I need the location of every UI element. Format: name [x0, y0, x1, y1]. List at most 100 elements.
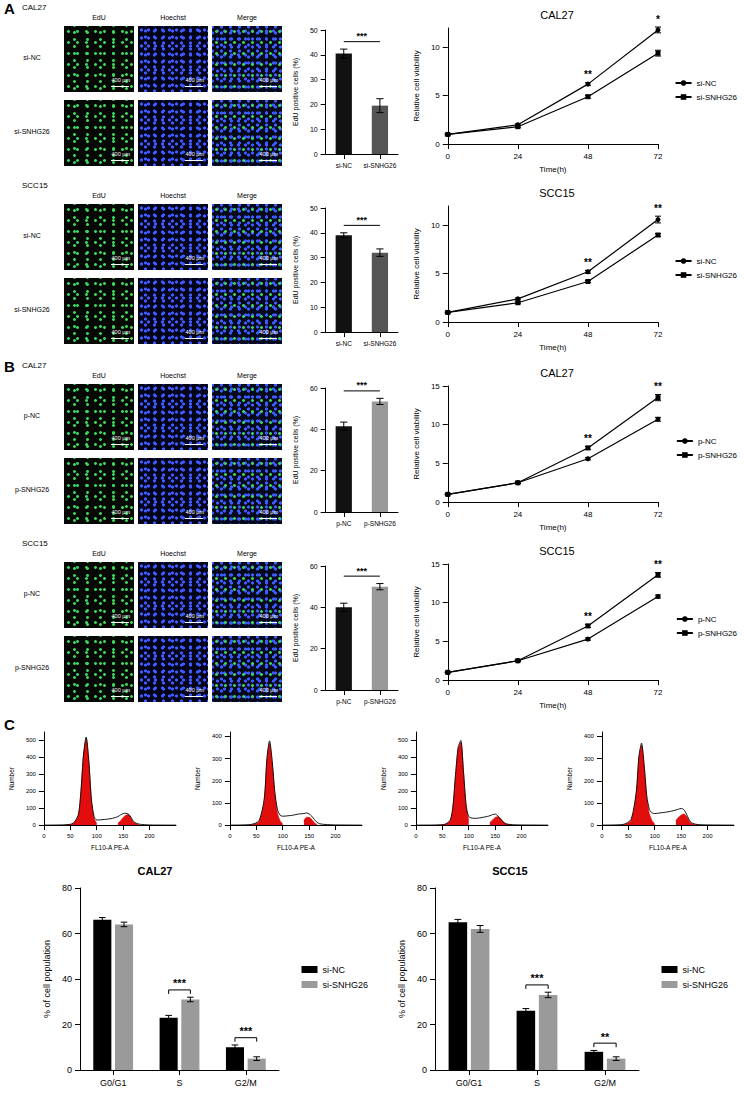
- svg-text:150: 150: [118, 833, 129, 839]
- svg-text:p-SNHG26: p-SNHG26: [364, 698, 396, 706]
- svg-text:***: ***: [357, 566, 368, 576]
- svg-text:10: 10: [431, 420, 440, 429]
- svg-text:si-SNHG26: si-SNHG26: [697, 93, 738, 102]
- svg-text:Number: Number: [194, 766, 201, 790]
- svg-text:0: 0: [228, 833, 232, 839]
- svg-text:200: 200: [703, 833, 714, 839]
- svg-text:300: 300: [584, 756, 595, 762]
- svg-text:5: 5: [435, 91, 440, 100]
- svg-text:EdU positive cells (%): EdU positive cells (%): [292, 236, 300, 304]
- svg-text:0: 0: [446, 152, 451, 161]
- svg-text:72: 72: [654, 152, 663, 161]
- svg-text:0: 0: [314, 509, 318, 516]
- svg-text:200: 200: [398, 788, 409, 794]
- svg-text:p-NC: p-NC: [698, 615, 717, 624]
- svg-text:si-SNHG26: si-SNHG26: [682, 980, 728, 990]
- svg-text:G0/G1: G0/G1: [456, 1078, 483, 1088]
- svg-text:0: 0: [219, 822, 223, 828]
- svg-text:0: 0: [600, 833, 604, 839]
- svg-text:***: ***: [357, 215, 368, 225]
- svg-text:si-NC: si-NC: [697, 257, 717, 266]
- svg-text:40: 40: [62, 974, 72, 984]
- svg-text:40: 40: [310, 229, 318, 236]
- svg-text:**: **: [584, 257, 592, 268]
- svg-text:EdU positive cells (%): EdU positive cells (%): [292, 58, 300, 126]
- svg-text:***: ***: [239, 1025, 253, 1037]
- svg-text:**: **: [584, 69, 592, 80]
- svg-text:**: **: [584, 611, 592, 622]
- svg-text:500: 500: [26, 737, 37, 743]
- svg-text:FL10-A PE-A: FL10-A PE-A: [277, 844, 316, 851]
- svg-text:0: 0: [435, 140, 440, 149]
- svg-text:200: 200: [584, 778, 595, 784]
- svg-text:p-SNHG26: p-SNHG26: [698, 451, 738, 460]
- svg-text:100: 100: [92, 833, 103, 839]
- svg-text:CAL27: CAL27: [540, 367, 574, 379]
- svg-text:48: 48: [583, 688, 592, 697]
- svg-text:0: 0: [435, 498, 440, 507]
- svg-text:***: ***: [357, 31, 368, 41]
- svg-text:SCC15: SCC15: [539, 187, 574, 199]
- svg-text:80: 80: [417, 883, 427, 893]
- svg-text:400: 400: [26, 754, 37, 760]
- svg-text:G2/M: G2/M: [235, 1078, 257, 1088]
- svg-text:100: 100: [584, 800, 595, 806]
- svg-text:G0/G1: G0/G1: [100, 1078, 127, 1088]
- svg-text:50: 50: [625, 833, 632, 839]
- svg-text:48: 48: [583, 330, 592, 339]
- svg-text:5: 5: [435, 459, 440, 468]
- svg-text:**: **: [601, 1031, 610, 1043]
- svg-text:20: 20: [310, 101, 318, 108]
- svg-text:20: 20: [310, 467, 318, 474]
- svg-text:24: 24: [513, 152, 522, 161]
- svg-text:24: 24: [513, 330, 522, 339]
- svg-text:100: 100: [464, 833, 475, 839]
- svg-text:0: 0: [314, 151, 318, 158]
- svg-text:100: 100: [398, 805, 409, 811]
- svg-text:**: **: [654, 203, 662, 214]
- svg-text:10: 10: [431, 221, 440, 230]
- svg-text:EdU positive cells (%): EdU positive cells (%): [292, 416, 300, 484]
- svg-text:40: 40: [310, 604, 318, 611]
- svg-text:50: 50: [310, 205, 318, 212]
- svg-text:400: 400: [212, 733, 223, 739]
- svg-text:si-SNHG26: si-SNHG26: [322, 980, 368, 990]
- svg-text:0: 0: [435, 318, 440, 327]
- svg-text:0: 0: [446, 688, 451, 697]
- svg-text:p-SNHG26: p-SNHG26: [364, 520, 396, 528]
- svg-text:Relative cell viability: Relative cell viability: [412, 408, 421, 480]
- svg-text:0: 0: [42, 833, 46, 839]
- svg-text:% of cell population: % of cell population: [42, 940, 52, 1018]
- svg-text:72: 72: [654, 330, 663, 339]
- svg-text:FL10-A PE-A: FL10-A PE-A: [649, 844, 688, 851]
- svg-text:15: 15: [431, 382, 440, 391]
- svg-text:100: 100: [650, 833, 661, 839]
- svg-text:S: S: [176, 1078, 182, 1088]
- svg-text:20: 20: [310, 279, 318, 286]
- svg-text:60: 60: [62, 929, 72, 939]
- svg-text:0: 0: [446, 330, 451, 339]
- svg-text:**: **: [654, 381, 662, 392]
- svg-text:300: 300: [26, 771, 37, 777]
- svg-text:10: 10: [310, 304, 318, 311]
- svg-text:si-NC: si-NC: [697, 79, 717, 88]
- svg-text:24: 24: [513, 688, 522, 697]
- svg-text:10: 10: [431, 598, 440, 607]
- svg-text:Time(h): Time(h): [539, 701, 567, 710]
- svg-text:72: 72: [654, 688, 663, 697]
- svg-text:p-NC: p-NC: [698, 437, 717, 446]
- svg-text:0: 0: [422, 1065, 427, 1075]
- svg-text:CAL27: CAL27: [138, 865, 173, 877]
- svg-text:si-NC: si-NC: [322, 965, 345, 975]
- svg-text:***: ***: [531, 972, 545, 984]
- svg-text:Number: Number: [566, 766, 573, 790]
- svg-text:FL10-A PE-A: FL10-A PE-A: [463, 844, 502, 851]
- svg-text:200: 200: [331, 833, 342, 839]
- svg-text:p-NC: p-NC: [336, 698, 351, 706]
- svg-text:200: 200: [26, 788, 37, 794]
- svg-text:500: 500: [398, 737, 409, 743]
- svg-text:0: 0: [591, 822, 595, 828]
- svg-text:% of cell population: % of cell population: [397, 940, 407, 1018]
- svg-text:si-SNHG26: si-SNHG26: [363, 162, 396, 169]
- svg-text:**: **: [654, 559, 662, 570]
